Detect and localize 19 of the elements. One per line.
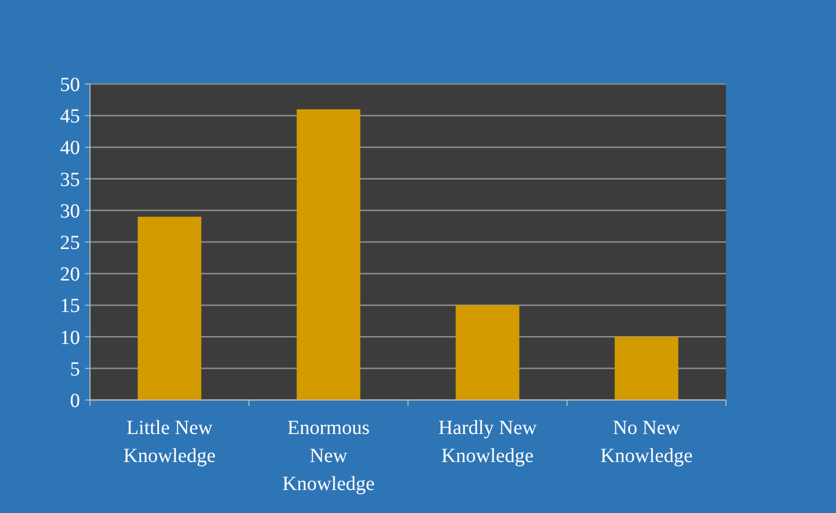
y-tick-label: 40	[60, 137, 80, 160]
bar	[138, 216, 202, 400]
y-tick-label: 5	[70, 358, 80, 380]
y-tick-label: 35	[60, 168, 80, 191]
y-tick-label: 0	[70, 390, 80, 412]
y-tick-label: 20	[60, 264, 80, 286]
x-tick-label: Little New Knowledge	[123, 417, 216, 467]
bar	[614, 336, 678, 400]
y-tick-label: 30	[60, 200, 80, 222]
bar	[456, 305, 520, 400]
x-tick-label: Hardly New Knowledge	[438, 417, 538, 467]
bar	[296, 109, 360, 400]
y-tick-label: 15	[60, 295, 80, 318]
x-tick-label: Enormous New Knowledge	[282, 417, 375, 495]
y-tick-label: 50	[60, 74, 80, 96]
y-tick-label: 10	[60, 326, 80, 349]
y-tick-label: 45	[60, 106, 80, 128]
y-tick-label: 25	[60, 232, 80, 254]
x-tick-label: No New Knowledge	[600, 417, 693, 467]
